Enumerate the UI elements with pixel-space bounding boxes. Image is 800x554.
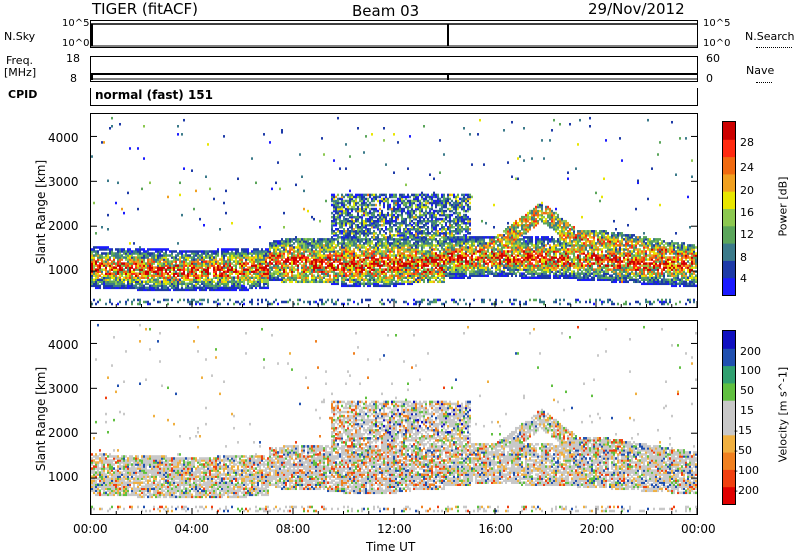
vel-cbar-tick-200: 200 xyxy=(740,345,761,358)
x-tick-label: 00:00 xyxy=(681,522,716,536)
vel-cbar-tick-100: 100 xyxy=(740,364,761,377)
beam-label: Beam 03 xyxy=(352,2,420,20)
cpid-value: normal (fast) 151 xyxy=(95,88,213,102)
x-tick-label: 08:00 xyxy=(275,522,311,536)
nsearch-tick-top: 10^5 xyxy=(703,18,731,29)
power-cbar-tick-28: 28 xyxy=(740,136,754,149)
nsky-trace xyxy=(91,23,697,47)
nsearch-label: N.Search xyxy=(745,30,795,43)
nsky-label: N.Sky xyxy=(4,30,36,43)
nave-label: Nave xyxy=(746,64,775,77)
velocity-panel xyxy=(90,320,698,515)
x-axis-label: Time UT xyxy=(366,540,416,554)
cpid-panel: normal (fast) 151 xyxy=(90,88,698,106)
power-cbar-tick-4: 4 xyxy=(740,272,747,285)
nsky-panel xyxy=(90,20,698,48)
nsearch-legend-line xyxy=(756,47,792,48)
power-cbar-tick-12: 12 xyxy=(740,228,754,241)
nave-legend-line xyxy=(756,82,772,83)
freq-label: Freq. xyxy=(6,54,34,67)
velocity-ytick-3000: 3000 xyxy=(48,382,79,396)
x-tick-label: 20:00 xyxy=(579,522,615,536)
freq-panel xyxy=(90,56,698,82)
velocity-ytick-2000: 2000 xyxy=(48,426,79,440)
power-cbar-tick-16: 16 xyxy=(740,206,754,219)
power-heatmap xyxy=(91,116,697,307)
vel-cbar-tick-m50: -50 xyxy=(734,444,752,457)
freq-trace xyxy=(91,73,697,80)
nsky-tick-bottom: 10^0 xyxy=(62,38,90,49)
power-ytick-1000: 1000 xyxy=(48,263,79,277)
power-ylabel: Slant Range [km] xyxy=(34,159,48,265)
power-cbar-tick-8: 8 xyxy=(740,251,747,264)
power-colorbar-gradient xyxy=(723,122,735,295)
velocity-heatmap xyxy=(91,323,697,514)
vel-cbar-label: Velocity [m s^-1] xyxy=(776,366,790,463)
vel-cbar-tick-50: 50 xyxy=(740,384,754,397)
nave-tick-top: 60 xyxy=(706,52,720,65)
freq-unit: [MHz] xyxy=(4,66,37,79)
vel-cbar-tick-m15: -15 xyxy=(734,424,752,437)
power-cbar-tick-24: 24 xyxy=(740,161,754,174)
velocity-ylabel: Slant Range [km] xyxy=(34,366,48,472)
velocity-colorbar-gradient xyxy=(723,331,735,504)
x-tick-label: 16:00 xyxy=(478,522,513,536)
radar-title: TIGER (fitACF) xyxy=(92,0,199,18)
nsky-tick-top: 10^5 xyxy=(62,18,90,29)
power-ytick-3000: 3000 xyxy=(48,175,79,189)
velocity-colorbar xyxy=(722,330,736,505)
power-ytick-2000: 2000 xyxy=(48,219,79,233)
vel-cbar-tick-m100: -100 xyxy=(734,464,759,477)
vel-cbar-tick-15: 15 xyxy=(740,404,754,417)
power-ytick-4000: 4000 xyxy=(48,131,79,145)
date-label: 29/Nov/2012 xyxy=(588,0,685,18)
velocity-ytick-4000: 4000 xyxy=(48,338,79,352)
x-tick-label: 00:00 xyxy=(73,522,108,536)
freq-tick-bottom: 8 xyxy=(70,72,77,85)
velocity-ytick-1000: 1000 xyxy=(48,470,79,484)
power-cbar-tick-20: 20 xyxy=(740,184,754,197)
freq-tick-top: 18 xyxy=(66,52,80,65)
x-tick-label: 04:00 xyxy=(174,522,209,536)
power-colorbar xyxy=(722,121,736,296)
vel-cbar-tick-m200: -200 xyxy=(734,484,759,497)
power-panel xyxy=(90,113,698,308)
power-cbar-label: Power [dB] xyxy=(776,176,790,237)
x-tick-label: 12:00 xyxy=(377,522,412,536)
nsearch-tick-bottom: 10^0 xyxy=(703,38,731,49)
nave-tick-bottom: 0 xyxy=(706,72,713,85)
cpid-label: CPID xyxy=(8,88,38,101)
